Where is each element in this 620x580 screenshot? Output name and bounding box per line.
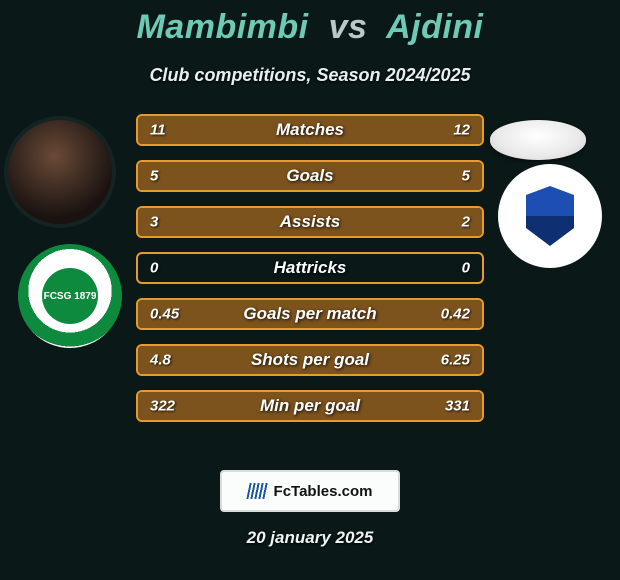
stat-value-left: 0.45 (150, 306, 179, 323)
stat-value-left: 11 (150, 122, 166, 139)
stat-bar: 3 2 Assists (136, 206, 484, 238)
stat-label: Assists (280, 212, 340, 232)
stat-bars-container: 11 12 Matches 5 5 Goals 3 2 Assists 0 0 Hattricks 0.… (136, 114, 484, 422)
stat-value-left: 0 (150, 260, 158, 277)
stat-value-left: 3 (150, 214, 158, 231)
comparison-title: Mambimbi vs Ajdini (0, 0, 620, 47)
comparison-stage: FCSG 1879 11 12 Matches 5 5 Goals 3 2 Assists 0 0 H… (0, 114, 620, 444)
stat-value-right: 0.42 (441, 306, 470, 323)
stat-value-right: 2 (462, 214, 470, 231)
stat-value-right: 0 (462, 260, 470, 277)
season-subtitle: Club competitions, Season 2024/2025 (0, 65, 620, 86)
stat-label: Matches (276, 120, 344, 140)
player1-club-text: FCSG 1879 (42, 268, 98, 324)
stat-value-left: 5 (150, 168, 158, 185)
stat-value-left: 322 (150, 398, 175, 415)
player2-name: Ajdini (386, 8, 483, 46)
player1-avatar (8, 120, 112, 224)
stat-label: Hattricks (274, 258, 347, 278)
stat-value-right: 6.25 (441, 352, 470, 369)
stat-value-left: 4.8 (150, 352, 171, 369)
shield-icon (526, 186, 574, 246)
player1-name: Mambimbi (136, 8, 308, 46)
stat-label: Shots per goal (251, 350, 369, 370)
player1-club-badge: FCSG 1879 (18, 244, 122, 348)
vs-label: vs (329, 8, 368, 46)
stat-bar: 4.8 6.25 Shots per goal (136, 344, 484, 376)
stat-bar: 5 5 Goals (136, 160, 484, 192)
watermark: FcTables.com (220, 470, 400, 512)
stat-bar: 322 331 Min per goal (136, 390, 484, 422)
stat-label: Goals (286, 166, 333, 186)
stat-fill-left (138, 162, 310, 190)
snapshot-date: 20 january 2025 (0, 528, 620, 548)
stat-label: Min per goal (260, 396, 360, 416)
stat-bar: 11 12 Matches (136, 114, 484, 146)
stat-value-right: 331 (445, 398, 470, 415)
stat-value-right: 12 (453, 122, 470, 139)
stat-fill-right (310, 162, 482, 190)
stat-bar: 0.45 0.42 Goals per match (136, 298, 484, 330)
stat-label: Goals per match (243, 304, 376, 324)
player2-avatar (490, 120, 586, 160)
stat-value-right: 5 (462, 168, 470, 185)
stat-bar: 0 0 Hattricks (136, 252, 484, 284)
player2-club-badge (498, 164, 602, 268)
watermark-logo-icon (246, 483, 269, 499)
watermark-text: FcTables.com (274, 483, 373, 500)
